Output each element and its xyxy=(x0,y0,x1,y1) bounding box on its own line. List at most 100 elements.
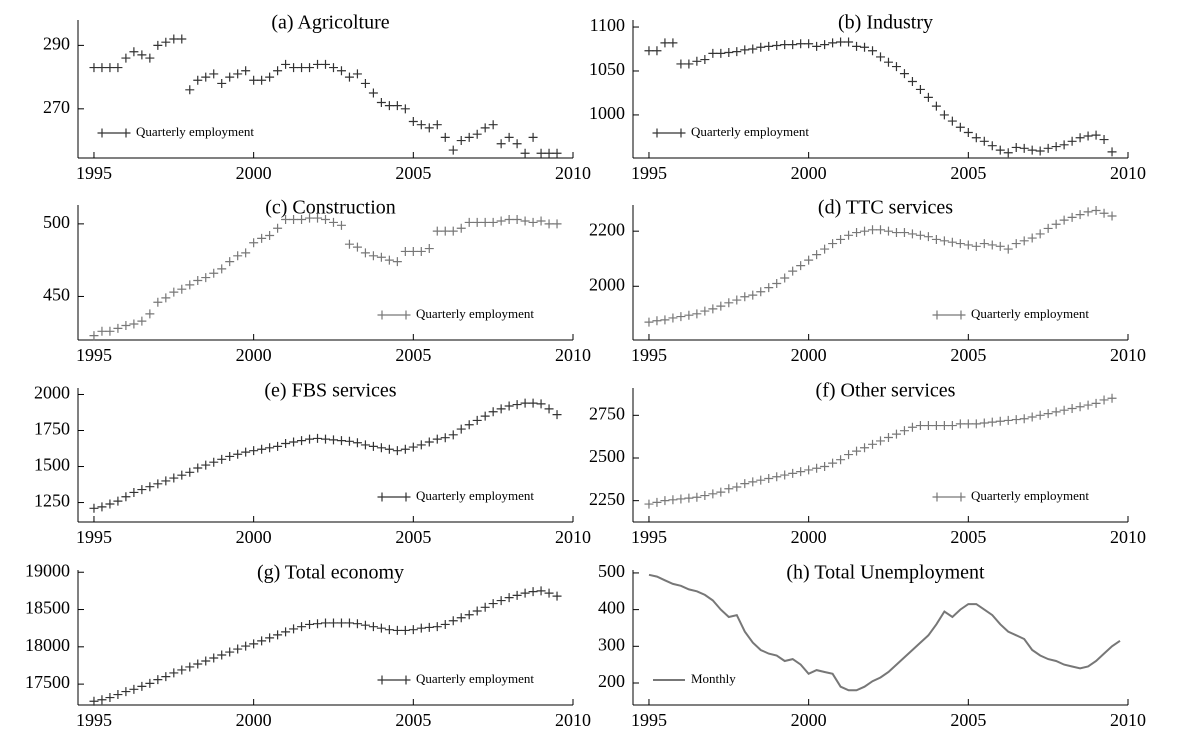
point xyxy=(1019,414,1029,424)
point xyxy=(676,59,686,69)
point xyxy=(360,620,370,630)
y-tick-label: 2500 xyxy=(589,446,625,466)
point xyxy=(979,239,989,249)
point xyxy=(201,656,211,666)
point xyxy=(217,454,227,464)
point xyxy=(963,240,973,250)
point xyxy=(1011,415,1021,425)
point xyxy=(121,53,131,63)
point xyxy=(217,78,227,88)
point xyxy=(360,78,370,88)
point xyxy=(448,226,458,236)
point xyxy=(1083,131,1093,141)
point xyxy=(209,69,219,79)
point xyxy=(860,42,870,52)
point xyxy=(185,467,195,477)
point xyxy=(424,437,434,447)
point xyxy=(780,273,790,283)
point xyxy=(692,56,702,66)
point xyxy=(828,38,838,48)
y-tick-label: 2250 xyxy=(589,489,625,509)
point xyxy=(971,241,981,251)
point xyxy=(772,279,782,289)
point xyxy=(440,226,450,236)
y-tick-label: 2750 xyxy=(589,403,625,423)
point xyxy=(820,244,830,254)
point xyxy=(488,407,498,417)
point xyxy=(392,257,402,267)
point xyxy=(652,46,662,56)
point xyxy=(169,473,179,483)
point xyxy=(289,624,299,634)
point xyxy=(89,696,99,706)
point xyxy=(931,234,941,244)
y-tick-label: 2000 xyxy=(589,274,625,294)
point xyxy=(748,290,758,300)
x-tick-label: 2010 xyxy=(555,345,591,365)
point xyxy=(352,69,362,79)
point xyxy=(225,647,235,657)
point xyxy=(233,644,243,654)
point xyxy=(971,419,981,429)
legend-swatch xyxy=(377,492,411,502)
point xyxy=(169,287,179,297)
point xyxy=(520,148,530,158)
point xyxy=(684,493,694,503)
panel-title: (c) Construction xyxy=(265,197,396,219)
point xyxy=(812,250,822,260)
panel-title: (g) Total economy xyxy=(257,562,404,584)
point xyxy=(947,116,957,126)
point xyxy=(193,275,203,285)
point xyxy=(812,463,822,473)
point xyxy=(161,293,171,303)
point xyxy=(552,591,562,601)
point xyxy=(1003,244,1013,254)
y-tick-label: 1100 xyxy=(590,15,625,35)
point xyxy=(1075,402,1085,412)
point xyxy=(368,88,378,98)
legend-label: Quarterly employment xyxy=(971,306,1089,321)
point xyxy=(820,40,830,50)
point xyxy=(153,479,163,489)
y-tick-label: 18500 xyxy=(25,598,70,618)
point xyxy=(440,619,450,629)
point xyxy=(297,622,307,632)
point xyxy=(1091,398,1101,408)
point xyxy=(536,399,546,409)
point xyxy=(273,630,283,640)
x-tick-label: 2005 xyxy=(395,345,431,365)
legend-swatch xyxy=(652,128,686,138)
point xyxy=(225,72,235,82)
point xyxy=(923,92,933,102)
point xyxy=(145,309,155,319)
point xyxy=(1099,395,1109,405)
point xyxy=(105,693,115,703)
point xyxy=(464,420,474,430)
point xyxy=(105,326,115,336)
point xyxy=(1051,142,1061,152)
point xyxy=(804,465,814,475)
point xyxy=(488,217,498,227)
point xyxy=(780,470,790,480)
point xyxy=(868,46,878,56)
point xyxy=(472,606,482,616)
point xyxy=(201,460,211,470)
point xyxy=(376,252,386,262)
point xyxy=(313,619,323,629)
point xyxy=(456,424,466,434)
point xyxy=(552,219,562,229)
point xyxy=(520,216,530,226)
point xyxy=(384,255,394,265)
point xyxy=(145,678,155,688)
point xyxy=(328,217,338,227)
point xyxy=(161,37,171,47)
point xyxy=(740,479,750,489)
point xyxy=(1059,140,1069,150)
point xyxy=(432,226,442,236)
point xyxy=(177,34,187,44)
point xyxy=(129,487,139,497)
point xyxy=(161,476,171,486)
point xyxy=(121,320,131,330)
point xyxy=(448,616,458,626)
point xyxy=(844,230,854,240)
